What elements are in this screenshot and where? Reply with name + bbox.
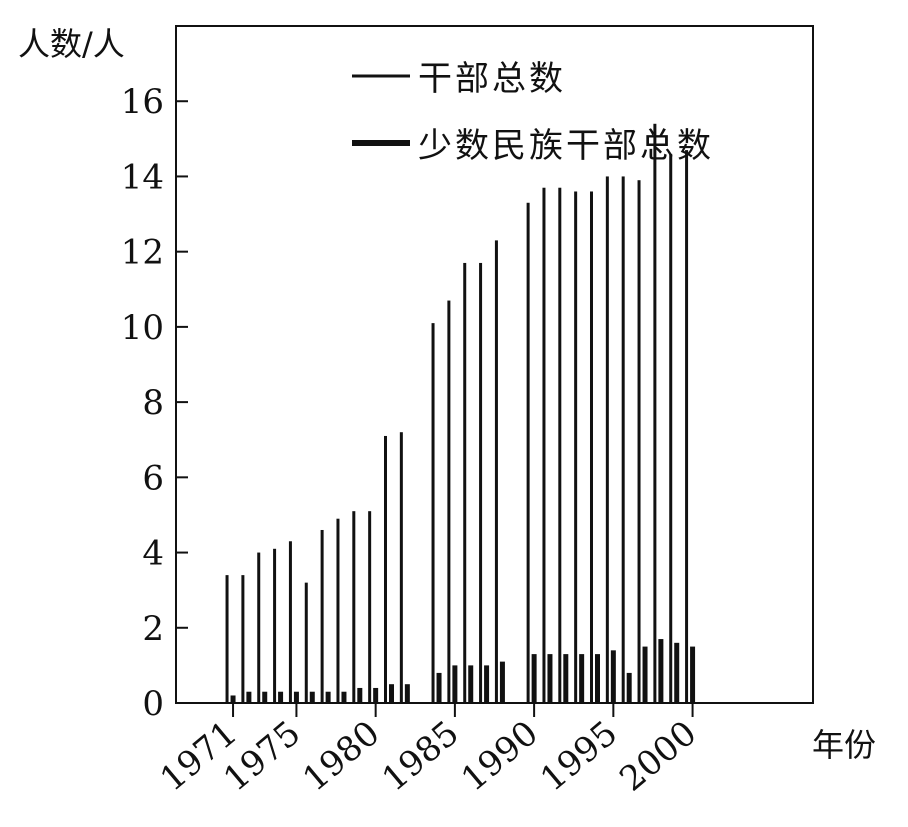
bar-total	[241, 575, 245, 703]
plot-border	[175, 25, 814, 704]
bar-minority	[563, 654, 569, 703]
bar-minority	[404, 684, 410, 703]
x-tick-label: 1975	[216, 713, 308, 799]
bar-minority	[499, 661, 505, 703]
x-tick-label: 1980	[295, 713, 387, 799]
bar-minority	[246, 691, 252, 703]
bar-total	[368, 511, 372, 703]
bar-minority	[468, 665, 474, 703]
bar-total	[384, 435, 388, 703]
bar-minority	[389, 684, 395, 703]
plot-frame	[175, 25, 814, 704]
bar-total	[558, 187, 562, 703]
bar-total	[225, 575, 229, 703]
y-tick-label: 0	[142, 684, 164, 724]
y-tick-label: 6	[142, 458, 164, 498]
bar-total	[669, 153, 673, 703]
bar-total	[574, 191, 578, 703]
bar-total	[526, 202, 530, 703]
bar-minority	[674, 642, 680, 703]
legend-label-minority: 少数民族干部总数	[418, 126, 714, 166]
bar-total	[685, 150, 689, 703]
bar-total	[605, 176, 609, 703]
bar-minority	[626, 672, 632, 703]
bar-total	[589, 191, 593, 703]
y-tick-label: 14	[121, 157, 164, 197]
bar-total	[431, 323, 435, 703]
bar-minority	[309, 691, 315, 703]
bar-minority	[484, 665, 490, 703]
x-axis-title: 年份	[812, 726, 876, 764]
bar-minority	[594, 654, 600, 703]
y-tick-label: 8	[142, 383, 164, 423]
bar-minority	[230, 695, 236, 703]
bar-total	[447, 300, 451, 703]
bar-minority	[642, 646, 648, 703]
y-tick-label: 4	[142, 534, 164, 574]
y-axis: 0 2 4 6 8 10 12 14 16	[121, 82, 188, 724]
bar-minority	[262, 691, 268, 703]
x-tick-label: 1990	[454, 713, 546, 799]
x-tick-label: 1995	[533, 713, 625, 799]
bar-minority	[278, 691, 284, 703]
bar-total	[320, 529, 324, 703]
bar-total	[273, 548, 277, 703]
bar-total	[288, 541, 292, 703]
bar-minority	[690, 646, 696, 703]
bar-minority	[531, 654, 537, 703]
bar-total	[336, 518, 340, 703]
bar-total	[304, 582, 308, 703]
y-tick-label: 12	[121, 233, 164, 273]
bar-series	[225, 123, 696, 704]
bar-total	[399, 432, 403, 703]
bar-total	[352, 511, 356, 703]
bar-minority	[373, 687, 379, 703]
bar-minority	[293, 691, 299, 703]
bar-total	[653, 123, 657, 704]
bar-minority	[341, 691, 347, 703]
y-tick-label: 10	[121, 308, 164, 348]
bar-minority	[579, 654, 585, 703]
bar-total	[542, 187, 546, 703]
y-axis-title: 人数/人	[18, 25, 125, 63]
bar-minority	[547, 654, 553, 703]
bar-total	[637, 180, 641, 703]
bar-total	[621, 176, 625, 703]
bar-minority	[325, 691, 331, 703]
bar-total	[479, 262, 483, 703]
bar-total	[494, 240, 498, 703]
bar-minority	[357, 687, 363, 703]
x-tick-label: 2000	[612, 713, 704, 799]
y-tick-label: 2	[142, 609, 164, 649]
bar-total	[463, 262, 467, 703]
bar-minority	[452, 665, 458, 703]
bar-total	[257, 552, 261, 703]
y-tick-label: 16	[121, 82, 164, 122]
x-tick-label: 1985	[375, 713, 467, 799]
bar-minority	[658, 639, 664, 703]
bar-minority	[610, 650, 616, 703]
bar-minority	[436, 672, 442, 703]
legend-label-total: 干部总数	[418, 59, 566, 99]
legend: 干部总数 少数民族干部总数	[352, 59, 714, 166]
